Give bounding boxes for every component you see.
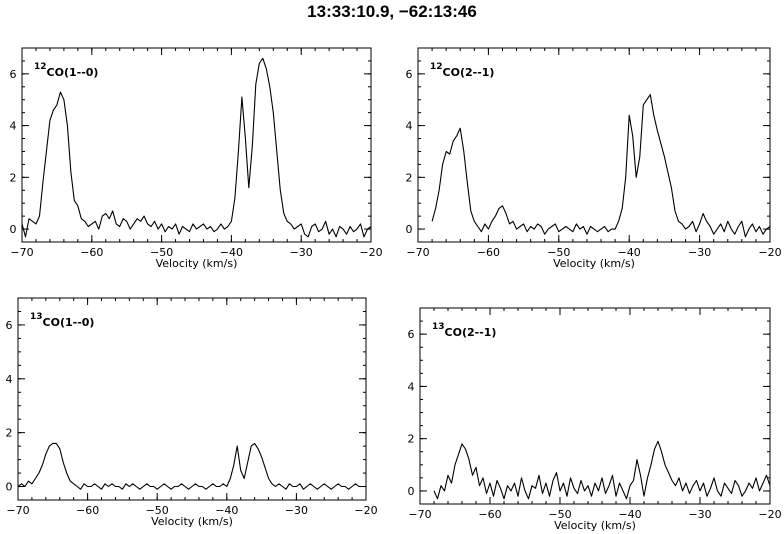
line-label: 12CO(2--1): [430, 62, 494, 79]
x-axis-label: Velocity (km/s): [554, 519, 636, 532]
spectrum-panel-1: −70 −60 −50 −40 −30 −20 0 2 4 6 Velocity (km/s) 12C…: [10, 47, 383, 270]
x-tick-label: −30: [285, 504, 308, 517]
y-tick-label: 2: [10, 171, 17, 184]
x-tick-label: −70: [408, 508, 431, 521]
y-tick-label: 6: [10, 68, 17, 81]
spectrum-line: [17, 442, 366, 490]
plot-frame: [17, 297, 367, 501]
plot-frame: [21, 47, 372, 243]
line-label: 13CO(1--0): [30, 312, 94, 329]
x-tick-label: −50: [146, 504, 169, 517]
spectrum-line: [21, 57, 372, 238]
x-tick-label: −20: [758, 246, 781, 259]
page-title: 13:33:10.9, −62:13:46: [307, 2, 477, 21]
x-tick-label: −60: [478, 508, 501, 521]
y-tick-label: 4: [408, 380, 415, 393]
x-axis-label: Velocity (km/s): [151, 515, 233, 528]
y-tick-label: 2: [6, 427, 13, 440]
y-tick-label: 2: [408, 433, 415, 446]
line-label-isotope: 12: [430, 62, 443, 72]
line-label-isotope: 13: [30, 312, 43, 322]
x-tick-label: −40: [220, 246, 243, 259]
x-tick-label: −40: [618, 508, 641, 521]
x-tick-label: −50: [547, 246, 570, 259]
x-tick-label: −70: [406, 246, 429, 259]
x-tick-label: −20: [359, 246, 382, 259]
spectrum-line: [431, 94, 771, 238]
y-tick-label: 4: [406, 120, 413, 133]
x-tick-label: −50: [150, 246, 173, 259]
y-tick-label: 6: [6, 319, 13, 332]
x-axis-label: Velocity (km/s): [156, 257, 238, 270]
x-tick-label: −40: [618, 246, 641, 259]
x-tick-label: −30: [290, 246, 313, 259]
spectrum-line: [433, 440, 771, 500]
line-label-isotope: 13: [432, 322, 445, 332]
plot-frame: [419, 307, 771, 505]
y-tick-label: 4: [10, 120, 17, 133]
x-tick-label: −40: [215, 504, 238, 517]
y-tick-label: 2: [406, 171, 413, 184]
line-label: 13CO(2--1): [432, 322, 496, 339]
x-tick-label: −20: [354, 504, 377, 517]
x-tick-label: −70: [10, 246, 33, 259]
line-label-transition: CO(1--0): [43, 316, 95, 329]
y-tick-label: 0: [408, 485, 415, 498]
x-tick-label: −60: [80, 246, 103, 259]
plot-frame: [417, 47, 771, 243]
y-tick-label: 6: [406, 68, 413, 81]
line-label-transition: CO(1--0): [47, 66, 99, 79]
line-label-transition: CO(2--1): [443, 66, 495, 79]
y-tick-label: 0: [6, 481, 13, 494]
line-label-transition: CO(2--1): [445, 326, 497, 339]
x-tick-label: −70: [6, 504, 29, 517]
x-tick-label: −60: [76, 504, 99, 517]
y-tick-label: 0: [406, 223, 413, 236]
spectrum-panel-4: −70 −60 −50 −40 −30 −20 0 2 4 6 Velocity (km/s) 13C…: [408, 307, 782, 532]
line-label-isotope: 12: [34, 62, 47, 72]
y-tick-label: 0: [10, 223, 17, 236]
y-tick-label: 4: [6, 373, 13, 386]
x-tick-label: −60: [477, 246, 500, 259]
x-tick-label: −20: [758, 508, 781, 521]
spectrum-panel-3: −70 −60 −50 −40 −30 −20 0 2 4 6 Velocity (km/s) 13C…: [6, 297, 378, 528]
spectrum-panel-2: −70 −60 −50 −40 −30 −20 0 2 4 6 Velocity (km/s) 12C…: [406, 47, 782, 270]
x-tick-label: −50: [548, 508, 571, 521]
x-tick-label: −30: [688, 508, 711, 521]
y-tick-label: 6: [408, 328, 415, 341]
x-tick-label: −30: [688, 246, 711, 259]
x-axis-label: Velocity (km/s): [553, 257, 635, 270]
line-label: 12CO(1--0): [34, 62, 98, 79]
